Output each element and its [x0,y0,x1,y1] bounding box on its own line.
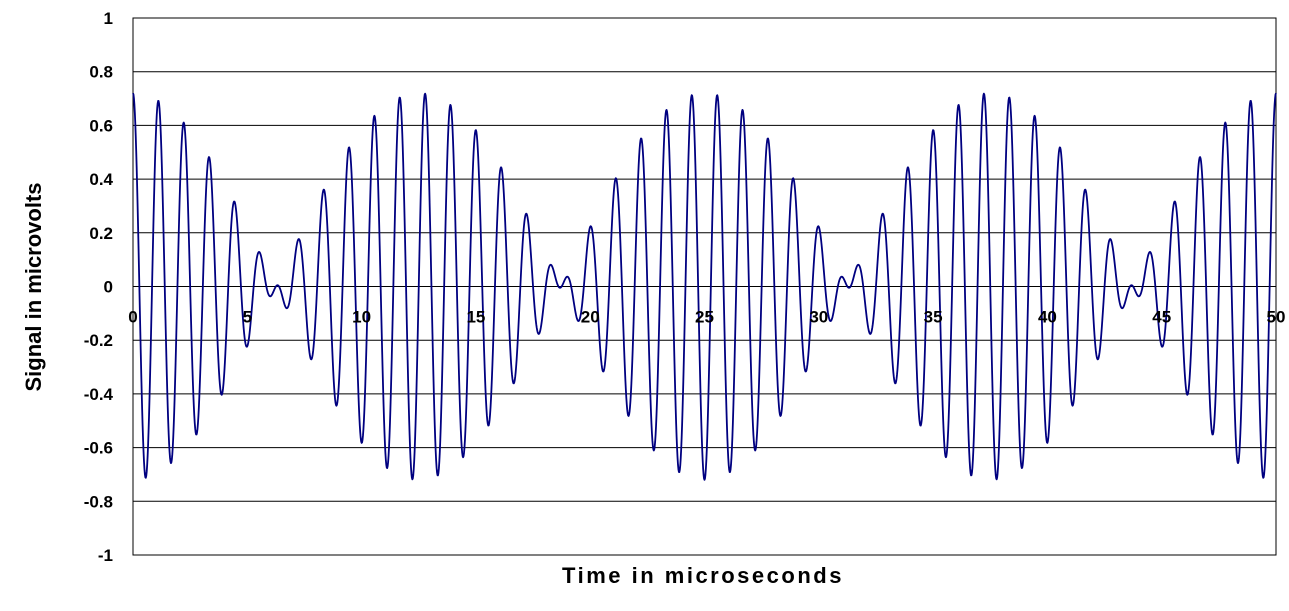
x-tick-label: 20 [581,308,600,327]
y-tick-label: 0.4 [89,170,113,189]
y-tick-label: -0.4 [84,385,114,404]
x-tick-label: 40 [1038,308,1057,327]
y-tick-label: -0.8 [84,492,113,511]
y-tick-label: 0.8 [89,63,113,82]
y-tick-label: 0.2 [89,224,113,243]
y-tick-label: -0.6 [84,439,113,458]
y-tick-label: 0 [104,278,113,297]
x-tick-label: 25 [695,308,714,327]
x-tick-label: 5 [243,308,252,327]
y-tick-label: -0.2 [84,331,113,350]
x-axis-ticks: 0 5 10 15 20 25 30 35 40 45 50 [128,308,1285,327]
x-tick-label: 50 [1267,308,1286,327]
x-tick-label: 35 [924,308,943,327]
x-tick-label: 0 [128,308,137,327]
y-axis-ticks: 1 0.8 0.6 0.4 0.2 0 -0.2 -0.4 -0.6 -0.8 -1 [84,9,114,565]
x-tick-label: 10 [352,308,371,327]
y-tick-label: 0.6 [89,116,113,135]
y-tick-label: -1 [98,546,113,565]
x-axis-title: Time in microseconds [562,563,844,588]
x-tick-label: 45 [1152,308,1171,327]
series-line-signal [132,92,1277,481]
plot-frame [132,17,1277,556]
x-tick-label: 15 [466,308,485,327]
y-axis-title: Signal in microvolts [21,182,46,391]
x-tick-label: 30 [809,308,828,327]
y-tick-label: 1 [104,9,113,28]
